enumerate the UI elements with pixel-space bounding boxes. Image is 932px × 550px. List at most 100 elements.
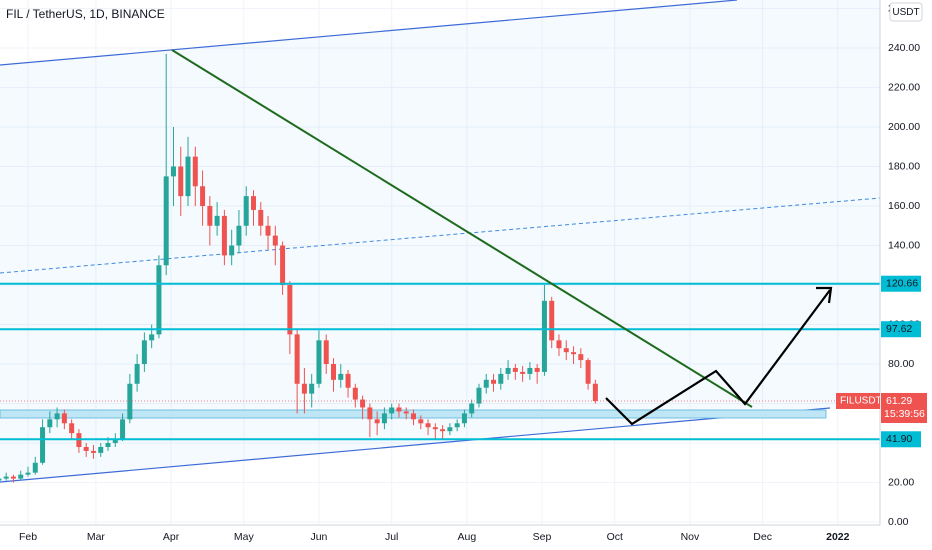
currency-label[interactable]: USDT xyxy=(892,7,919,18)
candle-body xyxy=(156,265,162,335)
candle-body xyxy=(563,348,569,353)
candle-body xyxy=(374,419,380,424)
candle-body xyxy=(534,367,540,372)
candle-body xyxy=(141,340,147,365)
candle-body xyxy=(360,399,366,408)
candle-body xyxy=(54,413,60,420)
channel-fill xyxy=(0,0,880,482)
candle-body xyxy=(98,446,104,453)
candle-body xyxy=(32,462,38,473)
x-tick-label: 2022 xyxy=(826,531,850,543)
candle-body xyxy=(309,383,315,394)
candle-body xyxy=(316,340,322,384)
candle-body xyxy=(381,413,387,424)
candle-body xyxy=(527,367,533,374)
x-tick-label: Aug xyxy=(458,531,477,543)
level-tag xyxy=(881,275,921,292)
candle-body xyxy=(418,419,424,424)
candle-body xyxy=(18,474,24,479)
candle-body xyxy=(243,196,249,226)
x-tick-label: Jul xyxy=(385,531,398,543)
candle-body xyxy=(229,245,235,256)
candle-body xyxy=(83,446,89,451)
chart-title: FIL / TetherUS, 1D, BINANCE xyxy=(6,7,165,21)
candle-body xyxy=(556,340,562,349)
y-tick-label: 20.00 xyxy=(888,476,914,488)
candle-body xyxy=(403,411,409,414)
candle-body xyxy=(200,186,206,207)
candle-body xyxy=(221,215,227,256)
candle-body xyxy=(265,225,271,236)
candle-body xyxy=(120,419,126,440)
y-tick-label: 140.00 xyxy=(888,239,920,251)
y-tick-label: 0.00 xyxy=(888,516,909,528)
candle-body xyxy=(541,300,547,372)
currency-box[interactable] xyxy=(889,2,923,22)
y-tick-label: 160.00 xyxy=(888,200,920,212)
candle-body xyxy=(505,367,511,374)
candle-body xyxy=(61,413,67,424)
grid xyxy=(0,0,880,525)
candle-body xyxy=(592,383,598,401)
y-tick-label: 200.00 xyxy=(888,121,920,133)
level-label: 41.90 xyxy=(886,433,912,445)
price-axis xyxy=(880,0,932,550)
candle-body xyxy=(163,176,169,266)
candle-body xyxy=(483,379,489,388)
candle-body xyxy=(149,334,155,341)
candle-body xyxy=(112,439,118,444)
x-tick-label: Apr xyxy=(163,531,180,543)
candle-body xyxy=(178,166,184,197)
candle-body xyxy=(207,206,213,226)
candle-body xyxy=(69,423,75,434)
trend-line xyxy=(171,49,753,408)
channel-mid xyxy=(0,197,881,274)
candle-body xyxy=(440,429,446,432)
candle-body xyxy=(25,472,31,475)
candle-body xyxy=(345,373,351,388)
symbol-tag xyxy=(836,392,880,409)
candle-body xyxy=(469,403,475,414)
time-axis xyxy=(0,525,932,550)
candle-body xyxy=(498,373,504,384)
candle-body xyxy=(352,387,358,400)
x-tick-label: Mar xyxy=(87,531,106,543)
candle-body xyxy=(476,387,482,404)
candle-body xyxy=(520,371,526,374)
candle-body xyxy=(258,209,264,226)
y-tick-label: 80.00 xyxy=(888,358,914,370)
candle-body xyxy=(578,354,584,361)
candle-body xyxy=(294,334,300,384)
candle-body xyxy=(549,300,555,341)
candle-body xyxy=(301,383,307,394)
candle-body xyxy=(280,245,286,286)
candle-body xyxy=(47,419,53,428)
candle-body xyxy=(425,423,431,428)
candle-body xyxy=(367,407,373,420)
candle-body xyxy=(105,443,111,447)
candle-body xyxy=(3,476,9,479)
candle-body xyxy=(338,373,344,380)
channel-upper xyxy=(0,0,738,66)
x-tick-label: May xyxy=(234,531,255,543)
candle-body xyxy=(272,235,278,246)
candle-body xyxy=(0,478,2,481)
countdown-label: 15:39:56 xyxy=(884,408,925,420)
last-price-tag xyxy=(881,392,927,423)
projection-arrowhead xyxy=(816,286,833,304)
x-tick-label: Oct xyxy=(607,531,623,543)
x-tick-label: Sep xyxy=(533,531,552,543)
candle-body xyxy=(331,364,337,380)
y-tick-label: 240.00 xyxy=(888,42,920,54)
channel-lower xyxy=(0,407,831,483)
level-label: 97.62 xyxy=(886,323,912,335)
candle-body xyxy=(250,196,256,210)
last-price-label: 61.29 xyxy=(886,395,912,407)
candle-body xyxy=(461,413,467,424)
candle-body xyxy=(170,166,176,177)
candle-body xyxy=(90,450,96,453)
candle-body xyxy=(192,156,198,187)
x-tick-label: Dec xyxy=(753,531,772,543)
candle-body xyxy=(236,225,242,246)
